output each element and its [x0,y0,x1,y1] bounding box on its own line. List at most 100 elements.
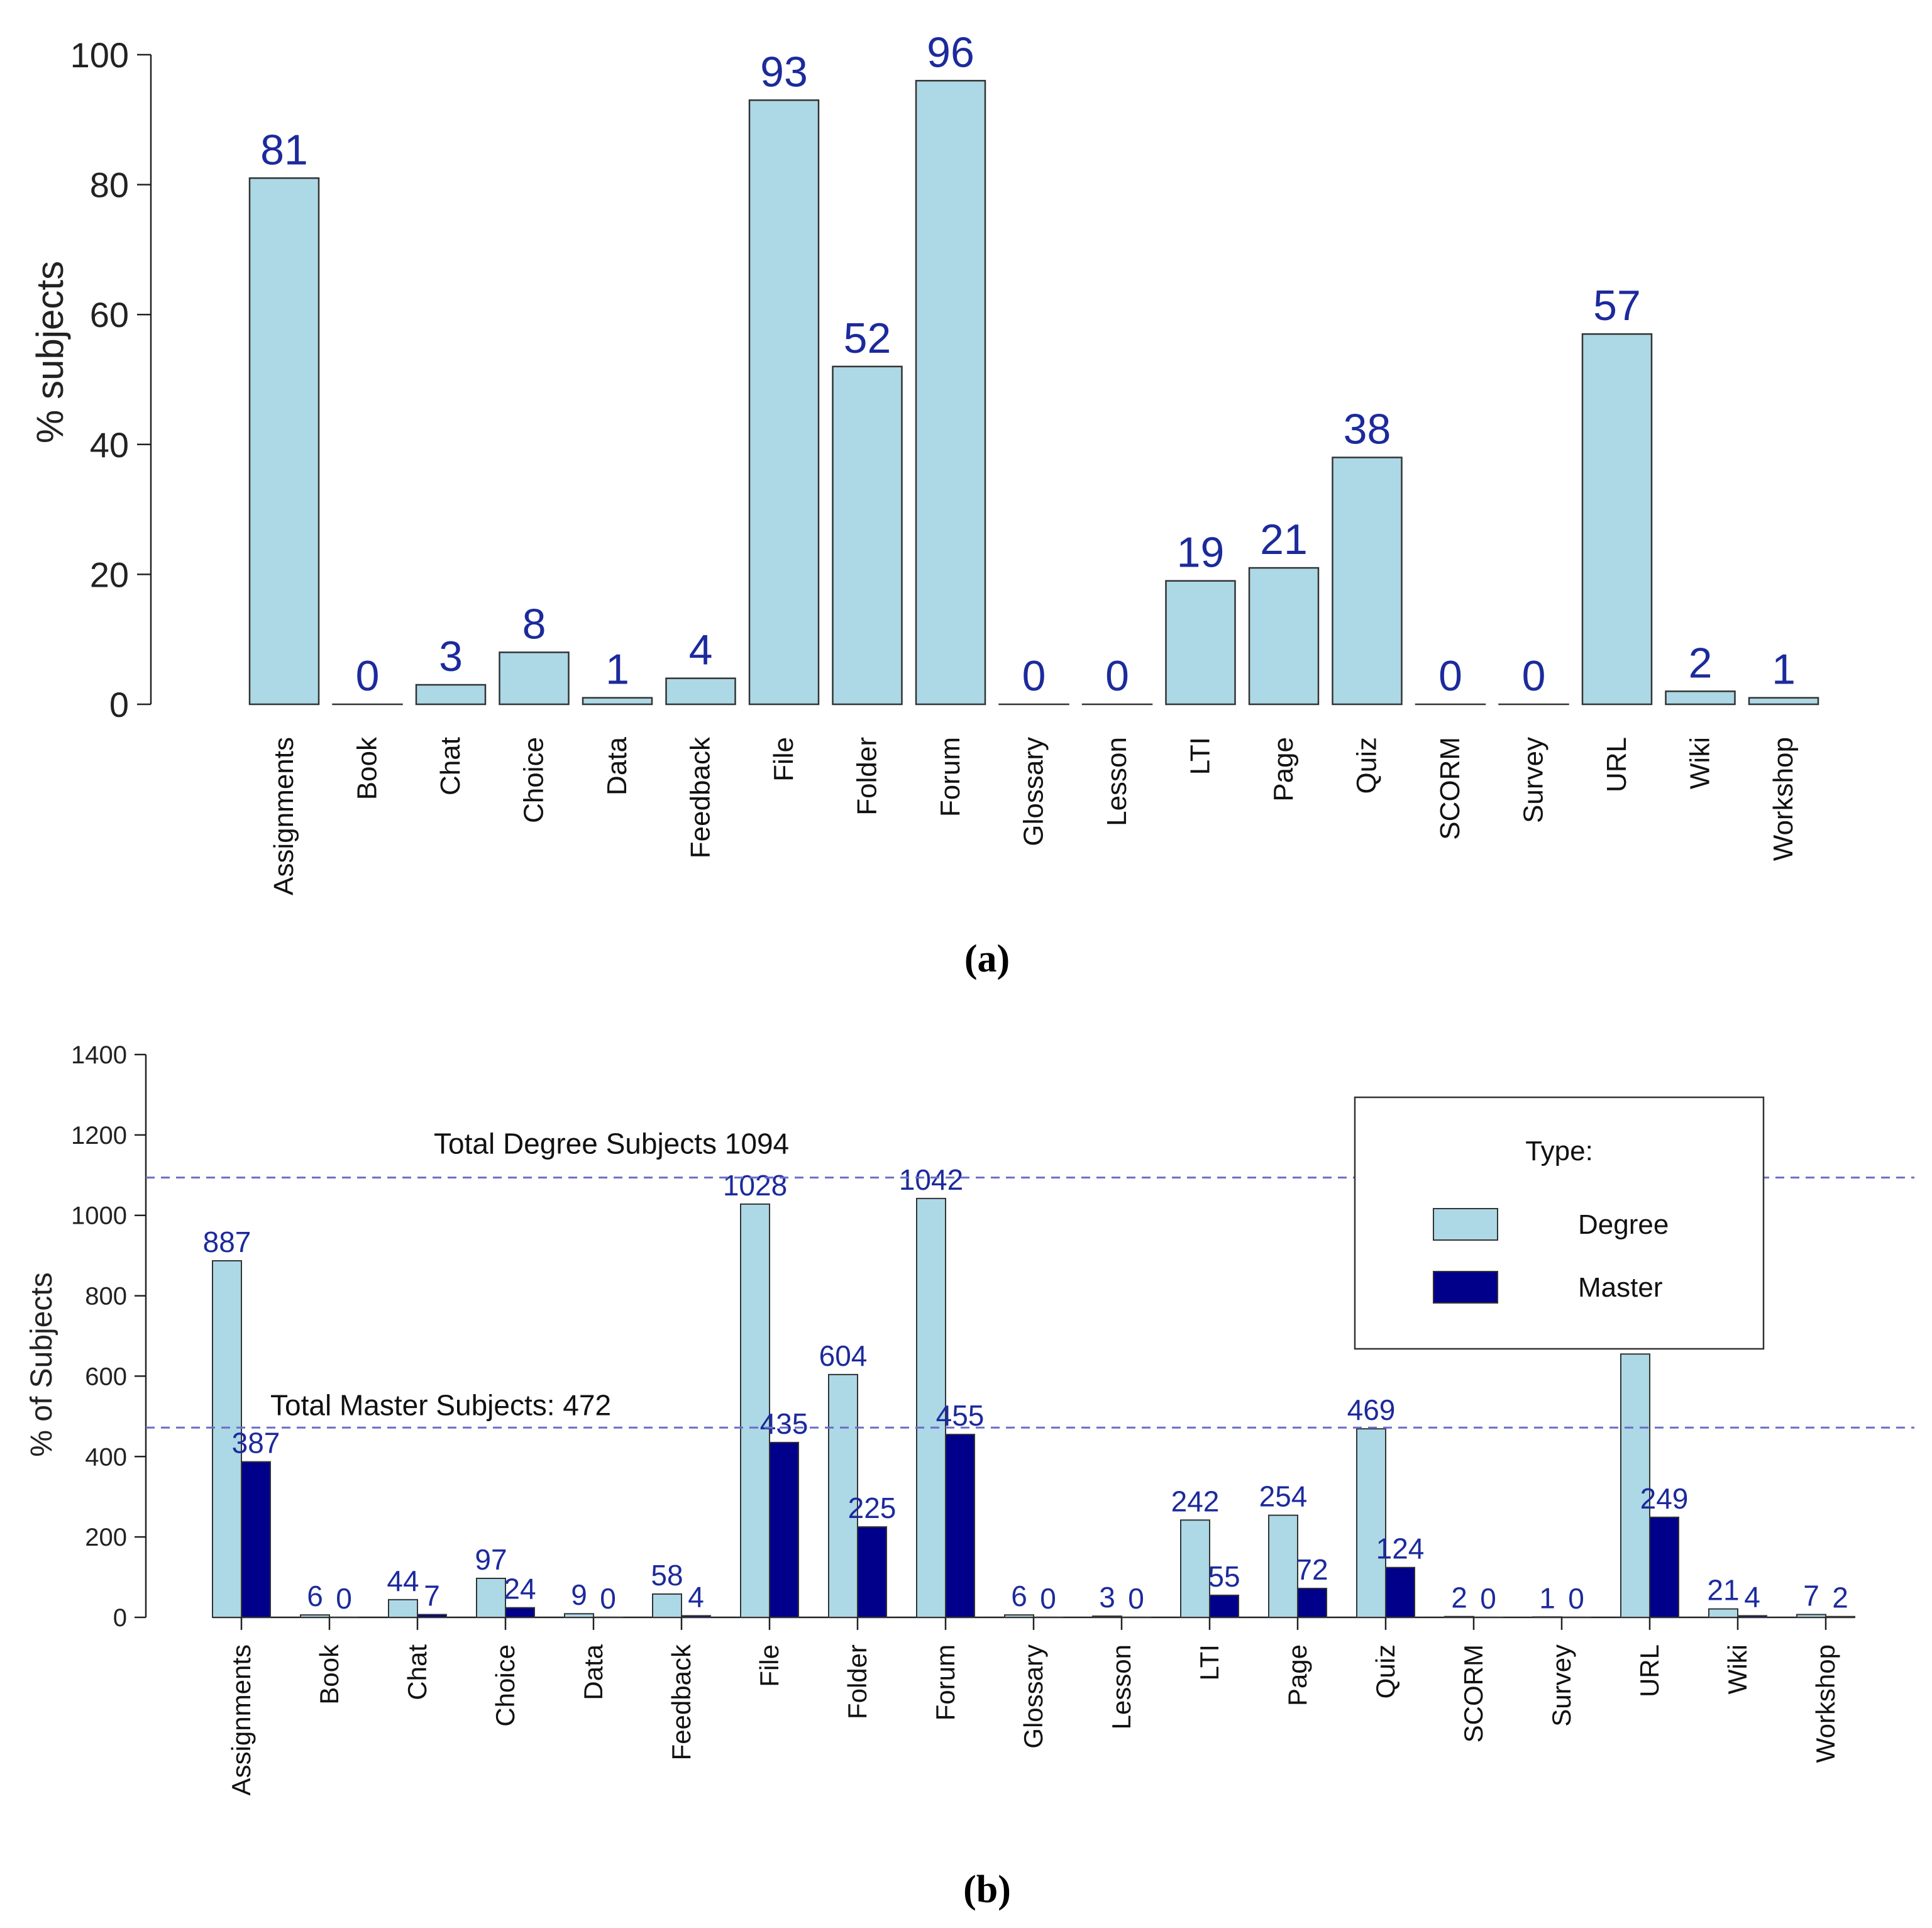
chart-b-data-label-degree-workshop: 7 [1803,1580,1819,1612]
chart-b-x-tick-label-data: Data [578,1644,608,1700]
chart-b-bar-master-url [1649,1516,1679,1619]
chart-a-x-tick-label-folder: Folder [852,737,883,816]
chart-a-x-tick-label-url: URL [1601,737,1632,792]
chart-b-x-tick-label-book: Book [314,1644,344,1705]
chart-b-data-label-master-survey: 0 [1568,1582,1584,1615]
chart-a-x-tick-label-workshop: Workshop [1768,737,1799,861]
legend-label-degree: Degree [1578,1209,1669,1240]
chart-b-bar-degree-lti [1180,1519,1210,1619]
chart-b-bar-degree-feedback [652,1593,682,1618]
chart-b-data-label-master-page: 72 [1296,1553,1328,1586]
chart-b-bar-master-file [769,1441,799,1618]
chart-a-data-label-glossary: 0 [1022,652,1046,700]
chart-a-ylabel: % subjects [29,261,71,443]
chart-b-bar-master-wiki [1737,1615,1767,1619]
chart-b-x-tick-label-url: URL [1635,1644,1664,1697]
chart-b-bar-degree-forum [916,1197,946,1618]
chart-a-x-tick-label-forum: Forum [935,737,966,817]
chart-b-bar-degree-workshop [1796,1614,1826,1618]
chart-a-x-tick-label-assignments: Assignments [268,737,299,895]
chart-a-bar-forum [915,80,986,706]
chart-b-x-tick-label-chat: Chat [402,1644,432,1700]
chart-a-data-label-lti: 19 [1177,529,1225,577]
chart-b-x-tick-label-scorm: SCORM [1459,1644,1488,1742]
chart-b-bar-degree-url [1620,1353,1650,1618]
chart-b-data-label-master-scorm: 0 [1480,1582,1496,1615]
chart-a-data-label-feedback: 4 [689,626,713,674]
chart-b-data-label-degree-assignments: 887 [203,1226,251,1258]
chart-b-data-label-degree-lti: 242 [1171,1485,1220,1517]
chart-a-y-tick-label: 60 [90,295,129,335]
chart-a-bar-file [748,99,820,706]
chart-a-bar-assignments [248,177,320,706]
chart-a-bar-page [1248,567,1320,706]
chart-a-x-tick-label-wiki: Wiki [1685,737,1716,789]
chart-b-y-tick-label: 1400 [71,1041,127,1069]
chart-a-x-tick-label-data: Data [602,736,632,795]
chart-a-data-label-assignments: 81 [260,126,308,174]
chart-b-data-label-degree-quiz: 469 [1347,1393,1396,1426]
chart-b-bar-degree-glossary [1004,1614,1034,1619]
chart-b-bar-master-assignments [241,1461,271,1618]
chart-a-bar-quiz [1332,457,1403,706]
chart-a-data-label-wiki: 2 [1689,639,1713,687]
chart-a-data-label-folder: 52 [844,314,891,362]
chart-a-bar-workshop [1748,697,1819,706]
chart-a-data-label-page: 21 [1260,516,1308,563]
chart-b-x-tick-label-forum: Forum [930,1644,960,1720]
chart-b-bar-master-forum [945,1434,975,1618]
chart-b-data-label-degree-page: 254 [1259,1480,1308,1513]
chart-b-x-tick-label-survey: Survey [1547,1644,1576,1727]
chart-a-y-tick-label: 40 [90,425,129,465]
chart-a-bar-url [1581,333,1653,706]
chart-a-bar-chat [415,684,487,706]
chart-a-data-label-file: 93 [760,48,808,96]
chart-b-data-label-degree-folder: 604 [819,1339,868,1372]
chart-b-data-label-degree-forum: 1042 [899,1163,963,1196]
chart-a-y-tick-label: 20 [90,555,129,594]
chart-b-x-tick-label-file: File [754,1644,784,1687]
chart-b-x-tick-label-glossary: Glossary [1018,1644,1048,1749]
chart-a-x-tick-label-lti: LTI [1185,737,1216,775]
chart-b-data-label-master-feedback: 4 [688,1580,704,1613]
chart-b-reference-label-1: Total Master Subjects: 472 [270,1388,611,1421]
chart-b-data-label-master-forum: 455 [936,1399,985,1432]
chart-b-bar-degree-assignments [212,1260,242,1619]
chart-b-x-tick-label-page: Page [1283,1644,1312,1706]
chart-b-data-label-master-wiki: 4 [1744,1580,1760,1613]
chart-a-x-tick-label-lesson: Lesson [1101,737,1132,826]
chart-a-data-label-quiz: 38 [1344,405,1391,453]
chart-b-x-tick-label-lesson: Lesson [1107,1644,1136,1729]
chart-b-x-tick-label-assignments: Assignments [226,1644,256,1795]
chart-a-data-label-workshop: 1 [1772,646,1796,694]
chart-b-data-label-degree-lesson: 3 [1099,1581,1115,1614]
chart-b-data-label-degree-scorm: 2 [1451,1582,1467,1614]
chart-b-data-label-degree-chat: 44 [387,1565,419,1597]
chart-a-x-tick-label-file: File [768,737,799,782]
chart-a-data-label-choice: 8 [522,600,546,648]
chart-a: % subjects (a) 02040608010081Assignments… [29,28,1819,980]
chart-b-bar-master-page [1297,1587,1327,1619]
chart-a-y-tick-label: 0 [109,685,129,724]
chart-b-caption: (b) [963,1868,1011,1911]
legend-swatch-master [1433,1271,1498,1304]
chart-a-data-label-scorm: 0 [1438,652,1462,700]
chart-b-x-tick-label-workshop: Workshop [1811,1644,1840,1763]
chart-b-bar-degree-page [1268,1514,1298,1618]
chart-b-data-label-degree-feedback: 58 [651,1559,683,1592]
chart-b-data-label-master-book: 0 [336,1582,352,1615]
chart-b-y-tick-label: 600 [85,1363,127,1390]
chart-b-bar-master-chat [417,1614,447,1618]
chart-b-data-label-degree-book: 6 [307,1580,323,1612]
chart-a-data-label-chat: 3 [439,633,463,680]
chart-a-x-tick-label-scorm: SCORM [1435,737,1466,840]
chart-b-y-tick-label: 1200 [71,1122,127,1150]
chart-a-x-tick-label-page: Page [1268,737,1299,802]
chart-b-data-label-degree-glossary: 6 [1011,1580,1027,1612]
chart-a-data-label-survey: 0 [1522,652,1546,700]
chart-a-x-tick-label-choice: Choice [519,737,549,823]
chart-a-y-tick-label: 100 [70,35,129,75]
chart-a-y-tick-label: 80 [90,165,129,205]
chart-a-bar-feedback [665,677,736,706]
